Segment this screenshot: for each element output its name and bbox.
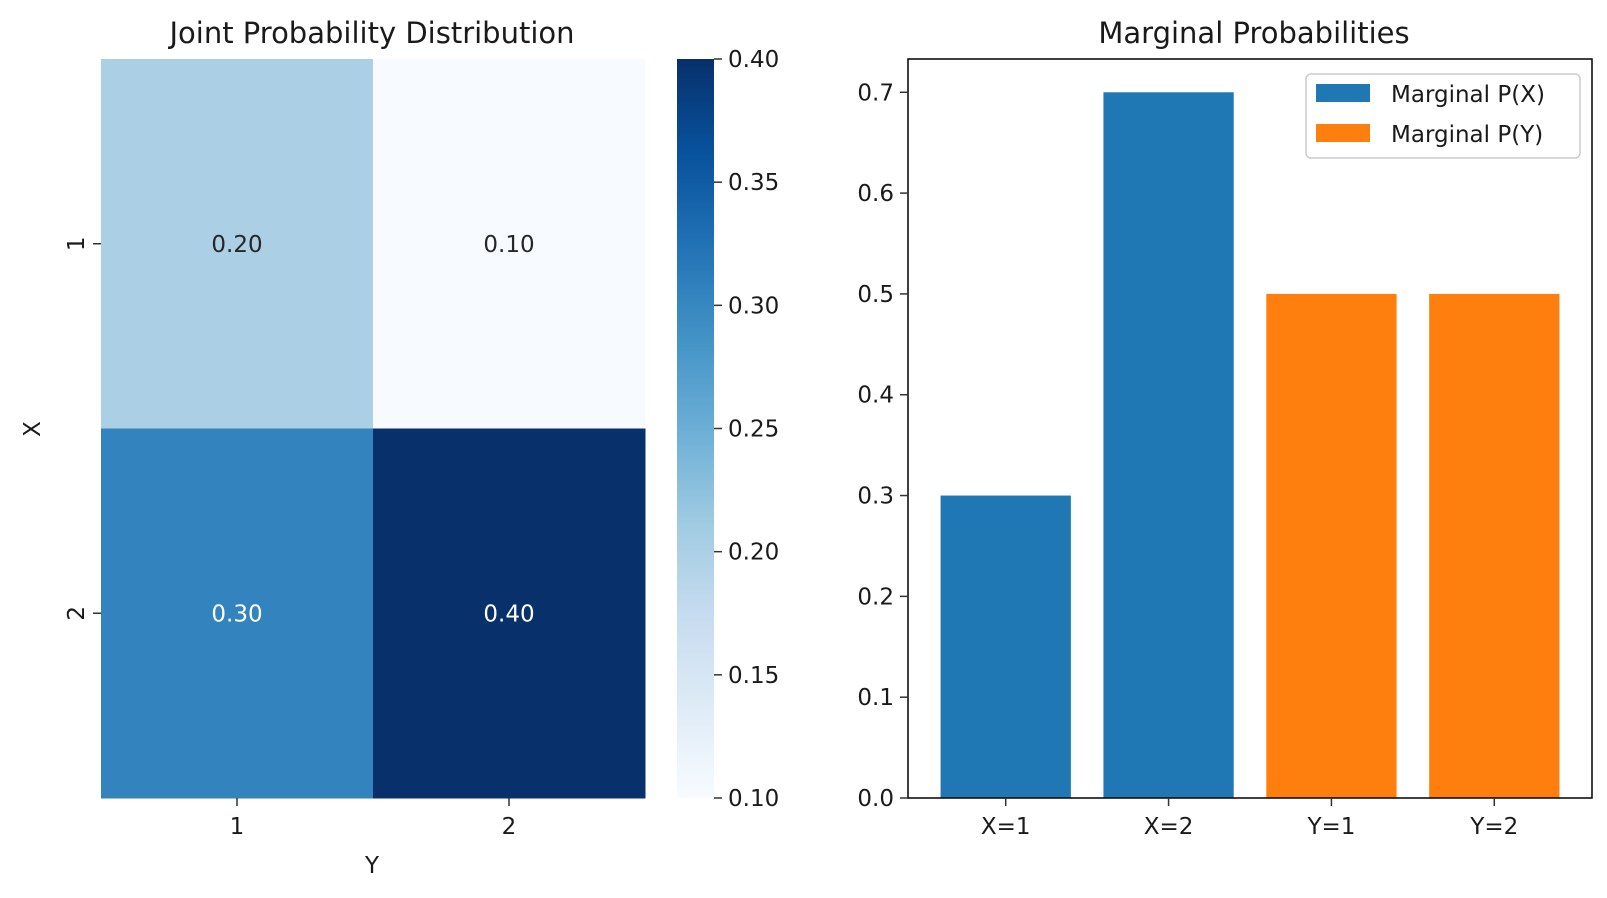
bar-y-tick-label: 0.4 bbox=[857, 383, 894, 409]
heatmap-y-tick-label: 1 bbox=[64, 236, 90, 251]
colorbar-tick-label: 0.15 bbox=[728, 663, 779, 689]
heatmap-cell bbox=[373, 59, 646, 429]
heatmap-x-tick-label: 2 bbox=[502, 814, 517, 840]
bar-x-1 bbox=[940, 495, 1071, 798]
bar-x-2 bbox=[1103, 92, 1234, 798]
bar-y-tick-label: 0.6 bbox=[857, 181, 894, 207]
heatmap-y-tick-label: 2 bbox=[64, 606, 90, 621]
bar-marks bbox=[940, 92, 1560, 798]
legend-swatch-py bbox=[1316, 124, 1370, 142]
heatmap-x-tick-label: 1 bbox=[230, 814, 245, 840]
heatmap-cell bbox=[101, 428, 374, 799]
heatmap-cell-label: 0.20 bbox=[211, 232, 262, 258]
bar-x-ticks: X=1 X=2 Y=1 Y=2 bbox=[981, 798, 1518, 840]
bar-x-tick-label: X=2 bbox=[1144, 814, 1194, 840]
heatmap-cell-label: 0.40 bbox=[483, 601, 534, 627]
bar-y-tick-label: 0.0 bbox=[857, 786, 894, 812]
bar-x-tick-label: Y=1 bbox=[1306, 814, 1355, 840]
heatmap-cell-label: 0.30 bbox=[211, 601, 262, 627]
bar-y-1 bbox=[1266, 293, 1397, 798]
colorbar-gradient bbox=[677, 59, 714, 798]
bar-y-tick-label: 0.5 bbox=[857, 282, 894, 308]
bar-y-tick-label: 0.2 bbox=[857, 584, 894, 610]
bar-y-tick-label: 0.3 bbox=[857, 484, 894, 510]
colorbar: 0.10 0.15 0.20 0.25 0.30 0.35 0.40 bbox=[677, 47, 779, 812]
colorbar-tick-label: 0.10 bbox=[728, 786, 779, 812]
heatmap-cell bbox=[373, 428, 646, 799]
colorbar-tick-label: 0.25 bbox=[728, 417, 779, 443]
legend-swatch-px bbox=[1316, 84, 1370, 102]
colorbar-tick-label: 0.20 bbox=[728, 540, 779, 566]
bar-y-2 bbox=[1429, 293, 1560, 798]
bar-y-tick-label: 0.7 bbox=[857, 80, 894, 106]
bar-chart-title: Marginal Probabilities bbox=[1098, 16, 1409, 50]
heatmap-y-axis-label: X bbox=[20, 421, 46, 437]
bar-chart: Marginal Probabilities 0.00.10.20.30.40.… bbox=[857, 16, 1593, 840]
colorbar-tick-label: 0.35 bbox=[728, 170, 779, 196]
legend-label-px: Marginal P(X) bbox=[1391, 82, 1545, 108]
heatmap-chart: Joint Probability Distribution 0.20 0.100… bbox=[20, 16, 646, 879]
heatmap-title: Joint Probability Distribution bbox=[167, 16, 574, 50]
heatmap-cells: 0.20 0.10 0.30 0.40 bbox=[101, 59, 646, 799]
heatmap-cell bbox=[101, 59, 374, 429]
bar-y-tick-label: 0.1 bbox=[857, 685, 894, 711]
bar-x-tick-label: X=1 bbox=[981, 814, 1031, 840]
heatmap-y-ticks: 12 bbox=[64, 236, 101, 621]
bar-plot-frame bbox=[907, 58, 1593, 799]
legend-label-py: Marginal P(Y) bbox=[1391, 122, 1543, 148]
legend-box bbox=[1305, 73, 1581, 159]
legend: Marginal P(X) Marginal P(Y) bbox=[1305, 73, 1581, 159]
bar-x-tick-label: Y=2 bbox=[1469, 814, 1518, 840]
bar-y-ticks: 0.0 0.1 0.2 0.3 0.4 0.5 0.6 0.7 bbox=[857, 80, 908, 812]
heatmap-x-axis-label: Y bbox=[364, 853, 380, 879]
colorbar-tick-label: 0.40 bbox=[728, 47, 779, 73]
colorbar-ticks: 0.10 0.15 0.20 0.25 0.30 0.35 0.40 bbox=[714, 47, 779, 812]
colorbar-tick-label: 0.30 bbox=[728, 293, 779, 319]
heatmap-cell-label: 0.10 bbox=[483, 232, 534, 258]
